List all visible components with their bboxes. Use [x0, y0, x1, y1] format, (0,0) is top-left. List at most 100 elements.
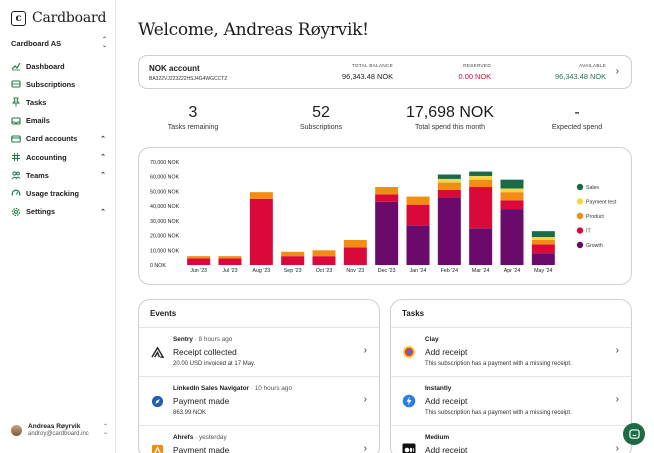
- task-title: Add receipt: [425, 347, 468, 357]
- bar-segment-payment-test: [469, 175, 493, 180]
- event-row[interactable]: LinkedIn Sales Navigator · 10 hours ago P…: [139, 377, 379, 426]
- bar-segment-it: [500, 200, 524, 210]
- sidebar-item-label: Accounting: [26, 152, 67, 162]
- bar-segment-it: [437, 189, 461, 198]
- chart-line-icon: [11, 61, 21, 71]
- sidebar-item-usage-tracking[interactable]: Usage tracking: [0, 184, 116, 202]
- y-tick-label: 60,000 NOK: [150, 175, 180, 181]
- tasks-panel: Tasks Clay Add receipt This subscription h…: [390, 299, 632, 453]
- task-row[interactable]: Clay Add receipt This subscription has a p…: [391, 328, 631, 377]
- brand-name: Cardboard: [32, 10, 107, 26]
- account-card[interactable]: NOK account BA322VJ223222HSJ4G4WGCCTZ TO…: [138, 55, 632, 89]
- stats-row: 3 Tasks remaining 52 Subscriptions 17,69…: [138, 104, 632, 134]
- page-title: Welcome, Andreas Røyrvik!: [138, 20, 369, 40]
- bar-segment-product: [343, 239, 367, 248]
- card-icon: [11, 134, 21, 144]
- event-row[interactable]: Ahrefs · yesterday Payment made ›: [139, 426, 379, 453]
- bar-segment-it: [469, 187, 493, 229]
- sidebar-item-card-accounts[interactable]: Card accounts ⌃: [0, 130, 116, 148]
- sentry-icon: [150, 345, 164, 359]
- spend-chart: 0 NOK 10,000 NOK 20,000 NOK 30,000 NOK 40,00…: [150, 160, 617, 274]
- compass-icon: [150, 394, 164, 408]
- mailbox-icon: [11, 116, 21, 126]
- chevron-right-icon: ›: [363, 345, 367, 356]
- bolt-icon: [402, 394, 416, 408]
- task-source: Medium: [425, 434, 450, 441]
- bar-segment-product: [187, 256, 211, 259]
- chevron-right-icon: ›: [615, 394, 619, 405]
- medium-icon: [402, 443, 416, 453]
- sidebar-item-label: Subscriptions: [26, 79, 76, 89]
- ahrefs-icon: [150, 443, 164, 453]
- sidebar: c Cardboard Cardboard AS ⌃ ⌄ Dashboard Sub…: [0, 0, 116, 453]
- event-detail: 863.99 NOK: [173, 410, 207, 416]
- sidebar-item-label: Usage tracking: [26, 188, 79, 198]
- chevron-right-icon: ›: [615, 66, 619, 77]
- org-switcher[interactable]: Cardboard AS ⌃ ⌄: [11, 37, 107, 49]
- bar-segment-it: [218, 258, 242, 265]
- brand[interactable]: c Cardboard: [11, 10, 107, 26]
- task-title: Add receipt: [425, 445, 468, 453]
- task-row[interactable]: Instantly Add receipt This subscription ha…: [391, 377, 631, 426]
- bar-segment-it: [406, 204, 430, 226]
- x-tick-label: May '24: [534, 268, 552, 274]
- task-detail: This subscription has a payment with a m…: [425, 410, 572, 416]
- bar-segment-it: [375, 194, 399, 202]
- account-iban: BA322VJ223222HSJ4G4WGCCTZ: [149, 76, 228, 82]
- legend-label: Product: [586, 214, 604, 220]
- available-balance: AVAILABLE 96,343.48 NOK: [555, 64, 606, 81]
- bar-segment-product: [437, 182, 461, 190]
- org-name: Cardboard AS: [11, 38, 62, 48]
- x-tick-label: Jan '24: [410, 268, 427, 274]
- task-detail: This subscription has a payment with a m…: [425, 361, 572, 367]
- event-title: Payment made: [173, 396, 230, 406]
- chevron-right-icon: ›: [615, 345, 619, 356]
- clay-icon: [402, 345, 416, 359]
- bar-segment-product: [312, 250, 336, 257]
- sidebar-item-teams[interactable]: Teams ⌃: [0, 166, 116, 184]
- legend-swatch: [576, 183, 584, 191]
- chevron-right-icon: ›: [363, 443, 367, 453]
- task-title: Add receipt: [425, 396, 468, 406]
- sidebar-nav: Dashboard Subscriptions Tasks Emails Card ac…: [0, 57, 116, 221]
- bar-segment-product: [218, 256, 242, 259]
- bar-segment-it: [343, 247, 367, 265]
- pin-icon: [11, 97, 21, 107]
- event-source: Sentry · 8 hours ago: [173, 336, 233, 343]
- sidebar-item-emails[interactable]: Emails: [0, 112, 116, 130]
- chat-button[interactable]: [623, 423, 645, 445]
- event-row[interactable]: Sentry · 8 hours ago Receipt collected 20.…: [139, 328, 379, 377]
- bar-segment-it: [281, 256, 305, 265]
- reserved-balance: RESERVED 0.00 NOK: [458, 64, 491, 81]
- bar-segment-product: [375, 187, 399, 195]
- x-tick-label: Feb '24: [441, 268, 459, 274]
- y-tick-label: 70,000 NOK: [150, 160, 180, 166]
- spend-chart-card: 0 NOK 10,000 NOK 20,000 NOK 30,000 NOK 40,00…: [138, 147, 632, 285]
- grid-icon: [11, 152, 21, 162]
- user-menu[interactable]: Andreas Røyrvik androy@cardboard.inc ⌃ ⌄: [11, 423, 108, 437]
- bar-segment-product: [281, 251, 305, 257]
- sidebar-item-accounting[interactable]: Accounting ⌃: [0, 148, 116, 166]
- sidebar-item-dashboard[interactable]: Dashboard: [0, 57, 116, 75]
- gauge-icon: [11, 188, 21, 198]
- x-tick-label: Apr '24: [504, 268, 521, 274]
- x-tick-label: Nov '23: [346, 268, 364, 274]
- bar-segment-sales: [469, 171, 493, 176]
- sidebar-item-subscriptions[interactable]: Subscriptions: [0, 75, 116, 93]
- chevron-updown-icon: ⌃ ⌄: [101, 37, 107, 49]
- sidebar-item-label: Teams: [26, 170, 49, 180]
- users-icon: [11, 170, 21, 180]
- sidebar-item-tasks[interactable]: Tasks: [0, 93, 116, 111]
- bar-segment-product: [406, 196, 430, 205]
- bar-segment-payment-test: [531, 237, 555, 240]
- sidebar-item-label: Emails: [26, 116, 50, 126]
- sidebar-item-label: Card accounts: [26, 134, 78, 144]
- y-tick-label: 30,000 NOK: [150, 219, 180, 225]
- y-tick-label: 10,000 NOK: [150, 248, 180, 254]
- event-source: LinkedIn Sales Navigator · 10 hours ago: [173, 385, 293, 392]
- sidebar-item-settings[interactable]: Settings ⌃: [0, 203, 116, 221]
- sidebar-item-label: Dashboard: [26, 61, 65, 71]
- task-row[interactable]: Medium Add receipt ›: [391, 426, 631, 453]
- bar-segment-product: [500, 192, 524, 201]
- stat-expected-spend: - Expected spend: [551, 104, 603, 131]
